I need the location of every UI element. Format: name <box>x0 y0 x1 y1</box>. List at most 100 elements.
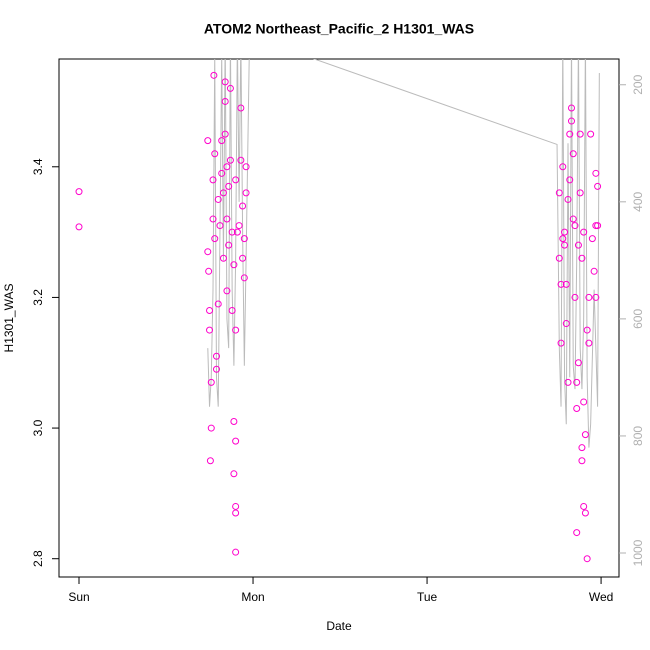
point <box>210 71 218 79</box>
point <box>561 228 569 236</box>
point <box>592 293 600 301</box>
point <box>569 150 577 158</box>
point <box>230 261 238 269</box>
point <box>240 274 248 282</box>
point <box>581 509 589 517</box>
point <box>75 188 83 196</box>
point <box>214 195 222 203</box>
point <box>578 254 586 262</box>
point <box>218 137 226 145</box>
point <box>571 222 579 230</box>
point <box>562 280 570 288</box>
point <box>594 182 602 190</box>
point <box>581 431 589 439</box>
point <box>557 339 565 347</box>
point <box>226 84 234 92</box>
point <box>228 306 236 314</box>
point <box>207 424 215 432</box>
y2-tick-label: 200 <box>631 74 645 94</box>
line-series <box>207 59 600 448</box>
point <box>576 130 584 138</box>
point <box>240 235 248 243</box>
point <box>592 169 600 177</box>
point <box>569 215 577 223</box>
point <box>212 365 220 373</box>
point <box>580 398 588 406</box>
point <box>567 104 575 112</box>
point <box>588 235 596 243</box>
point <box>205 267 213 275</box>
point <box>212 352 220 360</box>
point <box>587 130 595 138</box>
point <box>223 163 231 171</box>
point <box>219 254 227 262</box>
point <box>566 176 574 184</box>
plot-area <box>75 59 602 563</box>
point <box>571 293 579 301</box>
y-tick-label: 3.4 <box>31 158 45 175</box>
point <box>557 280 565 288</box>
point <box>232 326 240 334</box>
point <box>223 215 231 223</box>
point <box>230 470 238 478</box>
point <box>573 404 581 412</box>
chart-title: ATOM2 Northeast_Pacific_2 H1301_WAS <box>204 21 474 37</box>
point <box>564 195 572 203</box>
point <box>232 502 240 510</box>
point <box>239 254 247 262</box>
point <box>562 320 570 328</box>
point <box>221 97 229 105</box>
point <box>230 418 238 426</box>
point <box>221 78 229 86</box>
point <box>578 457 586 465</box>
point <box>564 378 572 386</box>
point <box>585 293 593 301</box>
point <box>555 189 563 197</box>
plot-frame <box>58 58 620 578</box>
point <box>561 241 569 249</box>
point <box>239 202 247 210</box>
point <box>232 548 240 556</box>
point <box>207 378 215 386</box>
point <box>594 222 602 230</box>
point <box>206 326 214 334</box>
point <box>209 215 217 223</box>
point <box>578 444 586 452</box>
point <box>228 228 236 236</box>
point <box>211 235 219 243</box>
x-axis-label: Date <box>326 619 352 633</box>
point <box>559 163 567 171</box>
point <box>232 176 240 184</box>
point <box>566 130 574 138</box>
point <box>583 326 591 334</box>
point <box>219 189 227 197</box>
point <box>555 254 563 262</box>
x-tick-label: Wed <box>589 590 613 604</box>
point <box>574 241 582 249</box>
point <box>232 509 240 517</box>
y2-tick-label: 800 <box>631 426 645 446</box>
x-tick-label: Sun <box>68 590 89 604</box>
point <box>211 150 219 158</box>
point <box>573 378 581 386</box>
point <box>576 189 584 197</box>
point <box>585 339 593 347</box>
point <box>216 222 224 230</box>
point <box>567 117 575 125</box>
point <box>580 502 588 510</box>
y-tick-label: 3.2 <box>31 289 45 306</box>
point <box>75 223 83 231</box>
point <box>242 189 250 197</box>
point <box>235 222 243 230</box>
y-tick-label: 3.0 <box>31 419 45 436</box>
y2-tick-label: 600 <box>631 309 645 329</box>
point <box>233 228 241 236</box>
point <box>204 137 212 145</box>
y2-tick-label: 400 <box>631 191 645 211</box>
point <box>206 306 214 314</box>
point <box>590 267 598 275</box>
point <box>223 287 231 295</box>
x-tick-label: Mon <box>241 590 264 604</box>
point <box>218 169 226 177</box>
